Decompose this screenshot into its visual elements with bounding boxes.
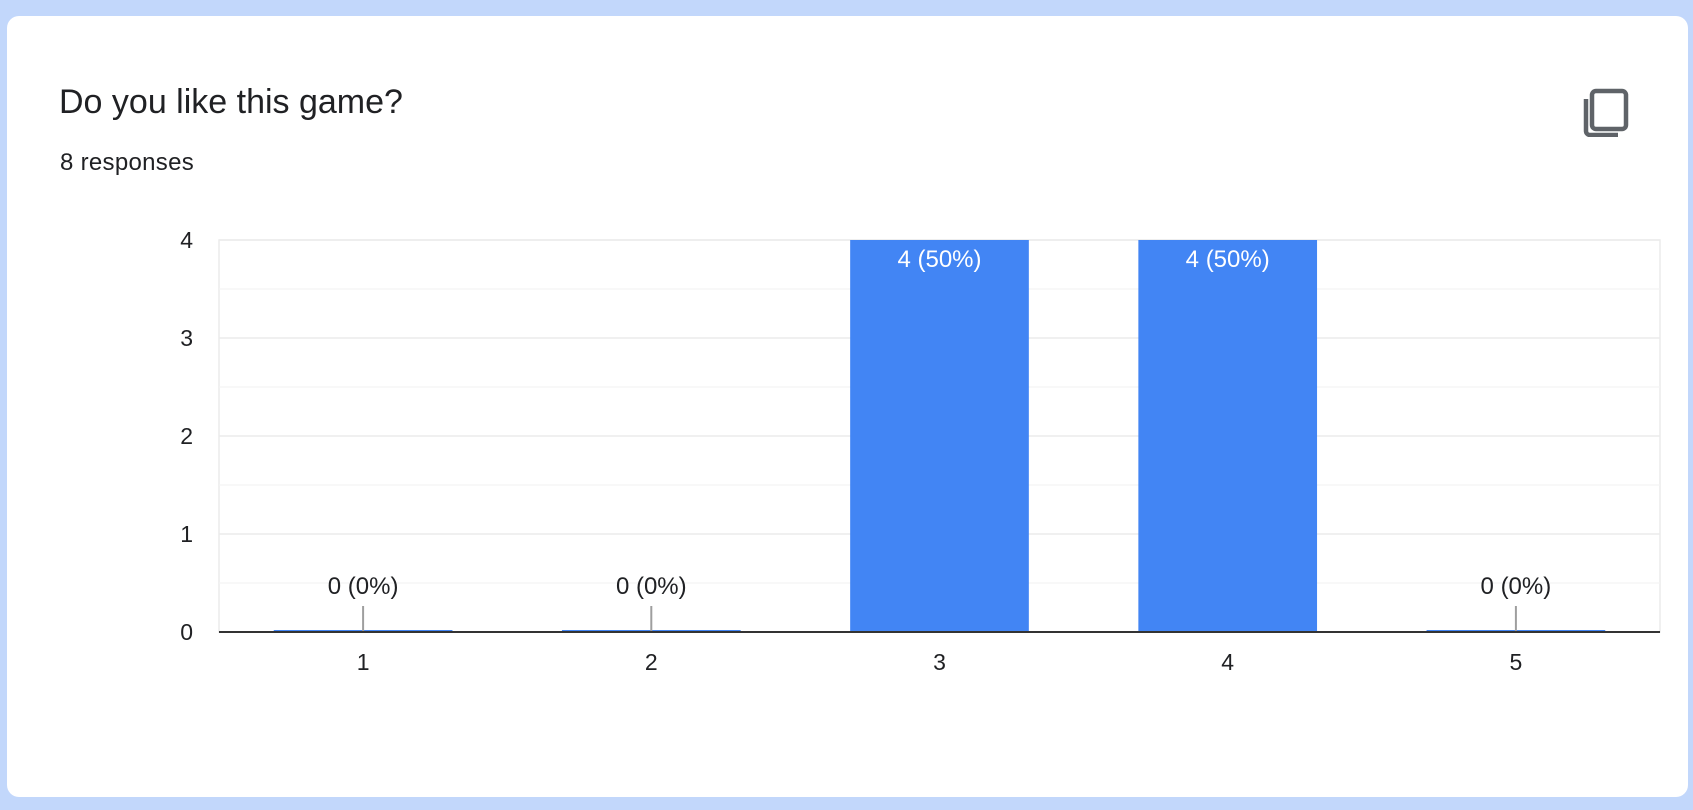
- y-tick-label: 3: [180, 325, 193, 351]
- copy-chart-button[interactable]: [1577, 82, 1635, 140]
- y-tick-label: 2: [180, 423, 193, 449]
- x-tick-label: 4: [1221, 649, 1234, 675]
- y-tick-label: 0: [180, 619, 193, 645]
- x-tick-label: 5: [1510, 649, 1523, 675]
- x-tick-label: 1: [357, 649, 370, 675]
- y-tick-label: 4: [180, 227, 193, 253]
- copy-icon: [1583, 88, 1629, 137]
- response-count: 8 responses: [60, 149, 195, 176]
- question-title: Do you like this game?: [59, 83, 403, 121]
- data-label: 0 (0%): [1481, 573, 1552, 600]
- data-label: 4 (50%): [897, 246, 981, 273]
- data-label: 0 (0%): [328, 573, 399, 600]
- x-tick-label: 3: [933, 649, 946, 675]
- x-tick-label: 2: [645, 649, 658, 675]
- bar: [1138, 240, 1318, 632]
- y-tick-label: 1: [180, 521, 193, 547]
- bar: [850, 240, 1029, 632]
- data-label: 0 (0%): [616, 573, 687, 600]
- data-label: 4 (50%): [1186, 246, 1270, 273]
- chart-card: Do you like this game? 8 responses: [7, 16, 1688, 797]
